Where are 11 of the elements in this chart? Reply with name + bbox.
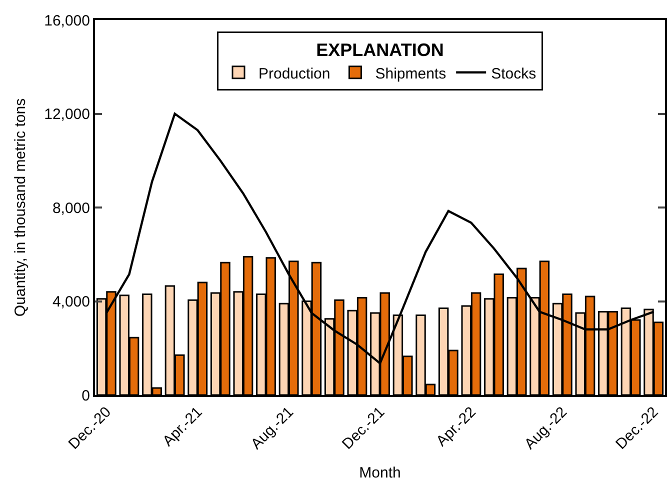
legend-label: Shipments	[375, 65, 446, 82]
x-axis-title: Month	[359, 464, 401, 482]
y-tick-label: 0	[82, 387, 90, 404]
legend-label: Stocks	[491, 65, 536, 82]
y-tick-label: 16,000	[44, 12, 90, 30]
y-tick-label: 8,000	[52, 200, 90, 217]
y-tick-label: 12,000	[44, 106, 90, 123]
legend-title: EXPLANATION	[316, 40, 444, 60]
legend-label: Production	[258, 65, 330, 82]
y-axis-title: Quantity, in thousand metric tons	[12, 98, 29, 317]
y-tick-label: 4,000	[52, 294, 90, 310]
